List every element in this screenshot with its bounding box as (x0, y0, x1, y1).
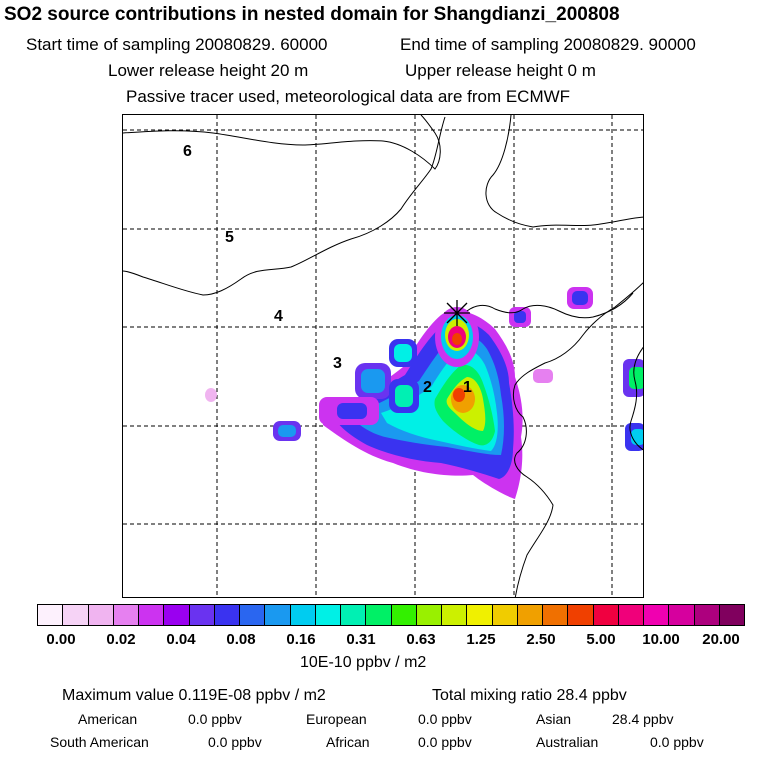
coastline-borders (123, 115, 643, 597)
colorbar-segment (492, 605, 518, 625)
colorbar-segment (240, 605, 266, 625)
region-label-4: 4 (274, 308, 283, 325)
end-time: End time of sampling 20080829. 90000 (400, 35, 696, 54)
concentration-plume (205, 287, 643, 499)
colorbar-segment (644, 605, 670, 625)
colorbar-unit: 10E-10 ppbv / m2 (300, 654, 427, 671)
region-value-european: 0.0 ppbv (418, 711, 472, 727)
station-star-icon (444, 300, 470, 326)
colorbar-segment (265, 605, 291, 625)
region-label-6: 6 (183, 143, 192, 160)
region-value-american: 0.0 ppbv (188, 711, 242, 727)
colorbar-segment (341, 605, 367, 625)
region-value-australian: 0.0 ppbv (650, 734, 704, 750)
colorbar-tick-label: 2.50 (526, 631, 556, 648)
colorbar-tick-label: 10.00 (642, 631, 680, 648)
region-value-african: 0.0 ppbv (418, 734, 472, 750)
map-canvas (123, 115, 643, 597)
colorbar-segment (164, 605, 190, 625)
tracer-note: Passive tracer used, meteorological data… (126, 87, 571, 106)
colorbar-tick-label: 20.00 (702, 631, 740, 648)
colorbar (37, 604, 745, 626)
colorbar-tick-label: 0.16 (286, 631, 316, 648)
colorbar-segment (113, 605, 139, 625)
colorbar-segment (719, 605, 744, 625)
colorbar-segment (669, 605, 695, 625)
lower-release-height: Lower release height 20 m (108, 61, 309, 80)
region-name-african: African (326, 734, 370, 750)
colorbar-segment (517, 605, 543, 625)
colorbar-tick-label: 0.63 (406, 631, 436, 648)
region-label-3: 3 (333, 355, 342, 372)
region-label-5: 5 (225, 229, 234, 246)
region-label-2: 2 (423, 379, 432, 396)
colorbar-segment (467, 605, 493, 625)
region-name-australian: Australian (536, 734, 599, 750)
colorbar-tick-label: 5.00 (586, 631, 616, 648)
colorbar-tick-label: 0.02 (106, 631, 136, 648)
colorbar-segment (618, 605, 644, 625)
colorbar-segment (568, 605, 594, 625)
colorbar-segment (139, 605, 165, 625)
colorbar-segment (290, 605, 316, 625)
region-name-asian: Asian (536, 711, 572, 727)
colorbar-segment (315, 605, 341, 625)
colorbar-segment (366, 605, 392, 625)
colorbar-tick-label: 0.31 (346, 631, 376, 648)
colorbar-segment (63, 605, 89, 625)
colorbar-segment (593, 605, 619, 625)
colorbar-tick-label: 0.08 (226, 631, 256, 648)
region-label-1: 1 (463, 379, 472, 396)
plot-title: SO2 source contributions in nested domai… (4, 4, 620, 25)
colorbar-segment (543, 605, 569, 625)
total-mixing-ratio: Total mixing ratio 28.4 ppbv (432, 687, 627, 704)
colorbar-segment (442, 605, 468, 625)
graticule (123, 115, 643, 597)
colorbar-segment (391, 605, 417, 625)
region-name-south-american: South American (50, 734, 149, 750)
colorbar-tick-label: 0.00 (46, 631, 76, 648)
colorbar-segment (88, 605, 114, 625)
region-name-american: American (78, 711, 138, 727)
map-panel: 6 5 4 3 2 1 (122, 114, 644, 598)
region-name-european: European (306, 711, 367, 727)
colorbar-segment (189, 605, 215, 625)
colorbar-segment (38, 605, 64, 625)
region-value-asian: 28.4 ppbv (612, 711, 674, 727)
colorbar-segment (416, 605, 442, 625)
colorbar-segment (694, 605, 720, 625)
upper-release-height: Upper release height 0 m (405, 61, 596, 80)
colorbar-tick-label: 0.04 (166, 631, 196, 648)
colorbar-segment (214, 605, 240, 625)
region-value-south-american: 0.0 ppbv (208, 734, 262, 750)
colorbar-tick-label: 1.25 (466, 631, 496, 648)
start-time: Start time of sampling 20080829. 60000 (26, 35, 328, 54)
maximum-value: Maximum value 0.119E-08 ppbv / m2 (62, 687, 326, 704)
